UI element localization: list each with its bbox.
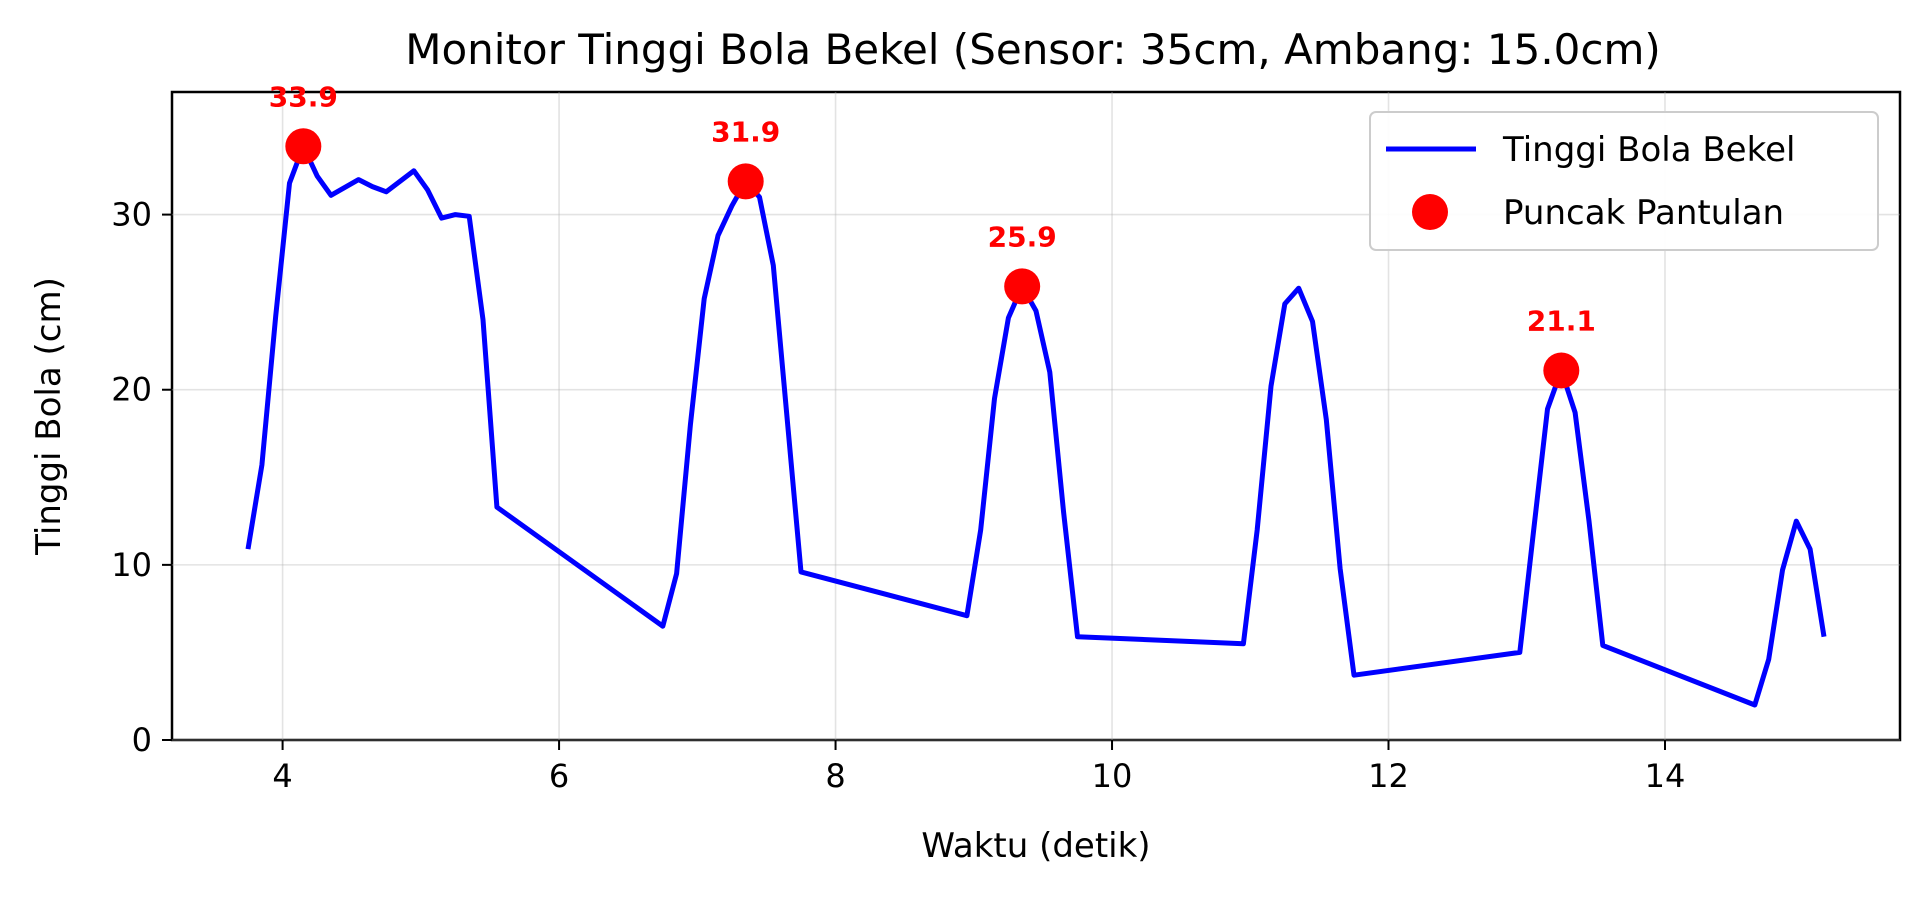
legend-label-peaks: Puncak Pantulan xyxy=(1503,193,1784,233)
peak-value-label: 25.9 xyxy=(988,220,1057,253)
y-tick-label: 30 xyxy=(111,196,152,234)
peak-marker xyxy=(285,128,322,165)
y-axis: 0 10 20 30 xyxy=(111,196,172,759)
peak-value-label: 21.1 xyxy=(1527,304,1596,337)
x-tick-label: 8 xyxy=(825,757,845,795)
peak-value-label: 33.9 xyxy=(269,80,338,113)
x-tick-label: 4 xyxy=(272,757,292,795)
x-axis-label: Waktu (detik) xyxy=(921,826,1150,866)
legend-marker-swatch xyxy=(1412,194,1448,230)
peak-marker xyxy=(727,163,764,200)
legend-label-line: Tinggi Bola Bekel xyxy=(1502,130,1795,170)
x-tick-label: 6 xyxy=(549,757,569,795)
y-axis-label: Tinggi Bola (cm) xyxy=(29,277,69,556)
peak-marker xyxy=(1004,268,1041,305)
legend: Tinggi Bola Bekel Puncak Pantulan xyxy=(1369,111,1879,251)
y-tick-label: 20 xyxy=(111,371,152,409)
chart-title: Monitor Tinggi Bola Bekel (Sensor: 35cm,… xyxy=(405,25,1661,74)
series-layer: 33.9 31.9 25.9 21.1 xyxy=(245,80,1827,708)
peak-value-label: 31.9 xyxy=(711,115,780,148)
x-tick-label: 10 xyxy=(1092,757,1133,795)
x-axis: 4 6 8 10 12 14 xyxy=(272,740,1685,795)
y-tick-label: 10 xyxy=(111,546,152,584)
y-tick-label: 0 xyxy=(132,721,152,759)
x-tick-label: 14 xyxy=(1645,757,1686,795)
peak-marker xyxy=(1543,352,1580,389)
series-line-tinggi-bola xyxy=(245,143,1827,708)
legend-frame xyxy=(1369,111,1879,251)
x-tick-label: 12 xyxy=(1368,757,1409,795)
